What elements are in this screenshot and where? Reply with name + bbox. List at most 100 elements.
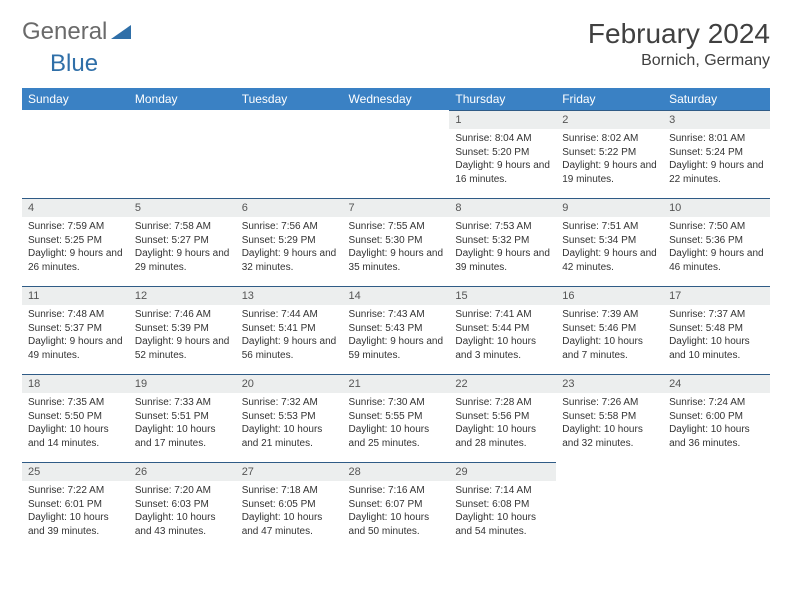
calendar-day-cell: 11Sunrise: 7:48 AMSunset: 5:37 PMDayligh… (22, 286, 129, 374)
daylight-line: Daylight: 9 hours and 35 minutes. (349, 247, 444, 274)
daylight-line: Daylight: 10 hours and 54 minutes. (455, 511, 550, 538)
logo-text-blue: Blue (50, 50, 98, 78)
calendar-day-cell: 3Sunrise: 8:01 AMSunset: 5:24 PMDaylight… (663, 110, 770, 198)
day-details: Sunrise: 7:16 AMSunset: 6:07 PMDaylight:… (343, 481, 450, 544)
day-details: Sunrise: 7:53 AMSunset: 5:32 PMDaylight:… (449, 217, 556, 280)
calendar-day-cell: 9Sunrise: 7:51 AMSunset: 5:34 PMDaylight… (556, 198, 663, 286)
calendar-day-cell: 13Sunrise: 7:44 AMSunset: 5:41 PMDayligh… (236, 286, 343, 374)
calendar-day-cell: 24Sunrise: 7:24 AMSunset: 6:00 PMDayligh… (663, 374, 770, 462)
sunrise-line: Sunrise: 7:35 AM (28, 396, 123, 410)
day-number: 6 (236, 198, 343, 217)
calendar-day-cell: 26Sunrise: 7:20 AMSunset: 6:03 PMDayligh… (129, 462, 236, 550)
calendar-empty-cell (663, 462, 770, 550)
weekday-header: Tuesday (236, 88, 343, 110)
sunset-line: Sunset: 6:03 PM (135, 498, 230, 512)
daylight-line: Daylight: 10 hours and 21 minutes. (242, 423, 337, 450)
day-details: Sunrise: 7:14 AMSunset: 6:08 PMDaylight:… (449, 481, 556, 544)
sunrise-line: Sunrise: 7:51 AM (562, 220, 657, 234)
sunrise-line: Sunrise: 8:04 AM (455, 132, 550, 146)
day-details: Sunrise: 7:55 AMSunset: 5:30 PMDaylight:… (343, 217, 450, 280)
day-details: Sunrise: 7:41 AMSunset: 5:44 PMDaylight:… (449, 305, 556, 368)
calendar-day-cell: 8Sunrise: 7:53 AMSunset: 5:32 PMDaylight… (449, 198, 556, 286)
sunrise-line: Sunrise: 7:55 AM (349, 220, 444, 234)
day-number: 15 (449, 286, 556, 305)
sunset-line: Sunset: 5:46 PM (562, 322, 657, 336)
calendar-row: 11Sunrise: 7:48 AMSunset: 5:37 PMDayligh… (22, 286, 770, 374)
sunset-line: Sunset: 5:36 PM (669, 234, 764, 248)
sunrise-line: Sunrise: 7:30 AM (349, 396, 444, 410)
location-label: Bornich, Germany (588, 52, 770, 70)
day-number: 7 (343, 198, 450, 217)
sunset-line: Sunset: 5:43 PM (349, 322, 444, 336)
day-details: Sunrise: 7:24 AMSunset: 6:00 PMDaylight:… (663, 393, 770, 456)
daylight-line: Daylight: 9 hours and 56 minutes. (242, 335, 337, 362)
calendar-day-cell: 21Sunrise: 7:30 AMSunset: 5:55 PMDayligh… (343, 374, 450, 462)
day-details: Sunrise: 7:22 AMSunset: 6:01 PMDaylight:… (22, 481, 129, 544)
day-number: 16 (556, 286, 663, 305)
day-details: Sunrise: 7:51 AMSunset: 5:34 PMDaylight:… (556, 217, 663, 280)
sunset-line: Sunset: 5:32 PM (455, 234, 550, 248)
day-number: 5 (129, 198, 236, 217)
daylight-line: Daylight: 9 hours and 49 minutes. (28, 335, 123, 362)
sunset-line: Sunset: 5:27 PM (135, 234, 230, 248)
logo-triangle-icon (111, 23, 131, 44)
day-details: Sunrise: 7:56 AMSunset: 5:29 PMDaylight:… (236, 217, 343, 280)
sunrise-line: Sunrise: 7:33 AM (135, 396, 230, 410)
daylight-line: Daylight: 10 hours and 10 minutes. (669, 335, 764, 362)
calendar-row: 1Sunrise: 8:04 AMSunset: 5:20 PMDaylight… (22, 110, 770, 198)
sunrise-line: Sunrise: 7:59 AM (28, 220, 123, 234)
day-number: 24 (663, 374, 770, 393)
sunrise-line: Sunrise: 7:22 AM (28, 484, 123, 498)
day-number: 23 (556, 374, 663, 393)
day-details: Sunrise: 7:59 AMSunset: 5:25 PMDaylight:… (22, 217, 129, 280)
day-details: Sunrise: 7:35 AMSunset: 5:50 PMDaylight:… (22, 393, 129, 456)
day-number: 4 (22, 198, 129, 217)
calendar-day-cell: 15Sunrise: 7:41 AMSunset: 5:44 PMDayligh… (449, 286, 556, 374)
weekday-header: Thursday (449, 88, 556, 110)
daylight-line: Daylight: 10 hours and 3 minutes. (455, 335, 550, 362)
sunrise-line: Sunrise: 8:01 AM (669, 132, 764, 146)
calendar-empty-cell (236, 110, 343, 198)
day-number: 28 (343, 462, 450, 481)
calendar-day-cell: 29Sunrise: 7:14 AMSunset: 6:08 PMDayligh… (449, 462, 556, 550)
sunrise-line: Sunrise: 7:43 AM (349, 308, 444, 322)
day-details: Sunrise: 7:26 AMSunset: 5:58 PMDaylight:… (556, 393, 663, 456)
sunrise-line: Sunrise: 7:24 AM (669, 396, 764, 410)
calendar-empty-cell (22, 110, 129, 198)
calendar-day-cell: 22Sunrise: 7:28 AMSunset: 5:56 PMDayligh… (449, 374, 556, 462)
day-details: Sunrise: 7:20 AMSunset: 6:03 PMDaylight:… (129, 481, 236, 544)
calendar-row: 4Sunrise: 7:59 AMSunset: 5:25 PMDaylight… (22, 198, 770, 286)
sunset-line: Sunset: 5:53 PM (242, 410, 337, 424)
calendar-table: SundayMondayTuesdayWednesdayThursdayFrid… (22, 88, 770, 550)
weekday-header-row: SundayMondayTuesdayWednesdayThursdayFrid… (22, 88, 770, 110)
day-number: 12 (129, 286, 236, 305)
day-number: 14 (343, 286, 450, 305)
sunset-line: Sunset: 5:39 PM (135, 322, 230, 336)
sunset-line: Sunset: 5:56 PM (455, 410, 550, 424)
calendar-day-cell: 17Sunrise: 7:37 AMSunset: 5:48 PMDayligh… (663, 286, 770, 374)
sunset-line: Sunset: 5:58 PM (562, 410, 657, 424)
sunset-line: Sunset: 5:22 PM (562, 146, 657, 160)
day-details: Sunrise: 7:39 AMSunset: 5:46 PMDaylight:… (556, 305, 663, 368)
day-details: Sunrise: 7:43 AMSunset: 5:43 PMDaylight:… (343, 305, 450, 368)
calendar-empty-cell (556, 462, 663, 550)
day-details: Sunrise: 7:48 AMSunset: 5:37 PMDaylight:… (22, 305, 129, 368)
calendar-day-cell: 18Sunrise: 7:35 AMSunset: 5:50 PMDayligh… (22, 374, 129, 462)
sunrise-line: Sunrise: 7:16 AM (349, 484, 444, 498)
weekday-header: Sunday (22, 88, 129, 110)
sunset-line: Sunset: 6:01 PM (28, 498, 123, 512)
sunset-line: Sunset: 5:44 PM (455, 322, 550, 336)
weekday-header: Saturday (663, 88, 770, 110)
page-title: February 2024 (588, 18, 770, 50)
daylight-line: Daylight: 9 hours and 19 minutes. (562, 159, 657, 186)
sunset-line: Sunset: 5:51 PM (135, 410, 230, 424)
day-number: 10 (663, 198, 770, 217)
sunrise-line: Sunrise: 7:48 AM (28, 308, 123, 322)
sunrise-line: Sunrise: 7:58 AM (135, 220, 230, 234)
sunrise-line: Sunrise: 7:44 AM (242, 308, 337, 322)
calendar-day-cell: 7Sunrise: 7:55 AMSunset: 5:30 PMDaylight… (343, 198, 450, 286)
day-number: 29 (449, 462, 556, 481)
day-details: Sunrise: 7:18 AMSunset: 6:05 PMDaylight:… (236, 481, 343, 544)
day-details: Sunrise: 7:44 AMSunset: 5:41 PMDaylight:… (236, 305, 343, 368)
day-number: 11 (22, 286, 129, 305)
